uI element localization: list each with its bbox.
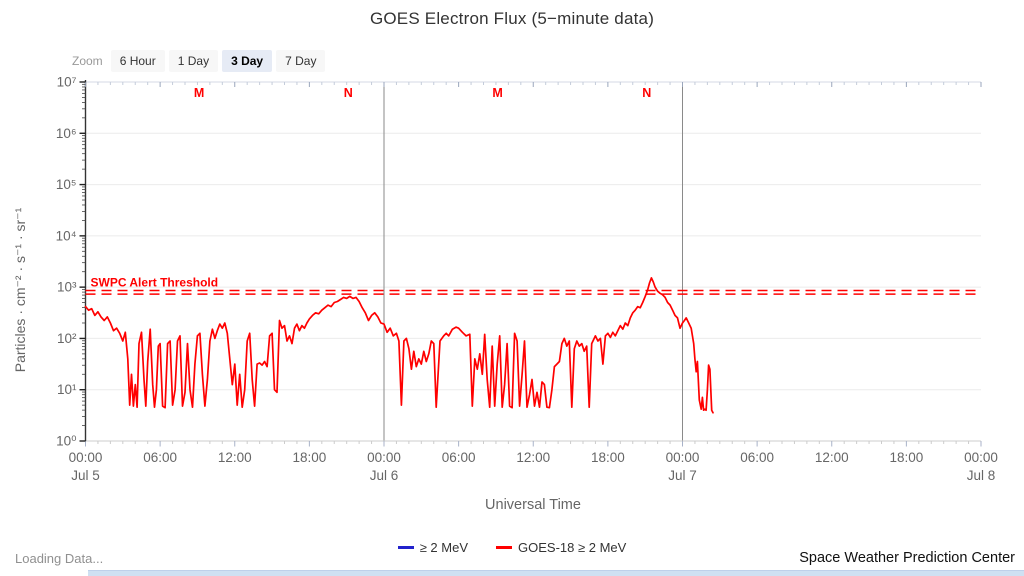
svg-text:10¹: 10¹: [57, 382, 77, 397]
svg-text:M: M: [492, 86, 502, 100]
loading-status: Loading Data...: [15, 551, 104, 566]
svg-text:00:00: 00:00: [367, 450, 401, 465]
svg-text:10⁶: 10⁶: [56, 126, 77, 141]
zoom-button-3day[interactable]: 3 Day: [222, 50, 273, 72]
svg-text:10⁷: 10⁷: [57, 75, 77, 90]
zoom-range-selector: Zoom 6 Hour 1 Day 3 Day 7 Day: [72, 50, 326, 72]
svg-text:10³: 10³: [57, 280, 77, 295]
horizontal-scrollbar[interactable]: [88, 570, 1024, 576]
svg-text:Jul 6: Jul 6: [370, 468, 399, 483]
svg-text:00:00: 00:00: [666, 450, 700, 465]
y-axis-title: Particles · cm⁻² · s⁻¹ · sr⁻¹: [12, 207, 28, 373]
svg-text:N: N: [344, 86, 353, 100]
svg-text:10⁵: 10⁵: [56, 177, 77, 192]
red-line-swatch: [496, 546, 513, 549]
svg-text:10²: 10²: [57, 331, 77, 346]
svg-text:N: N: [642, 86, 651, 100]
legend-item-2mev[interactable]: ≥ 2 MeV: [397, 540, 469, 555]
blue-line-swatch: [397, 546, 414, 549]
svg-text:00:00: 00:00: [69, 450, 103, 465]
svg-text:Jul 5: Jul 5: [71, 468, 100, 483]
chart-legend: ≥ 2 MeV GOES-18 ≥ 2 MeV: [0, 540, 1024, 555]
svg-text:00:00: 00:00: [964, 450, 998, 465]
legend-label: ≥ 2 MeV: [419, 540, 469, 555]
svg-text:06:00: 06:00: [442, 450, 476, 465]
svg-text:Jul 8: Jul 8: [967, 468, 996, 483]
svg-text:18:00: 18:00: [591, 450, 625, 465]
svg-text:M: M: [194, 86, 204, 100]
attribution-text: Space Weather Prediction Center: [799, 550, 1015, 566]
chart-plot-area[interactable]: SWPC Alert Threshold M N M N 00:00 Jul 5 06:00 1…: [0, 0, 1024, 520]
zoom-button-6hour[interactable]: 6 Hour: [110, 50, 165, 72]
legend-item-goes18-2mev[interactable]: GOES-18 ≥ 2 MeV: [496, 540, 626, 555]
svg-text:18:00: 18:00: [889, 450, 923, 465]
svg-text:SWPC Alert Threshold: SWPC Alert Threshold: [91, 275, 219, 289]
svg-text:18:00: 18:00: [292, 450, 326, 465]
x-axis-title: Universal Time: [485, 497, 581, 513]
svg-text:12:00: 12:00: [218, 450, 252, 465]
svg-text:12:00: 12:00: [516, 450, 550, 465]
legend-label: GOES-18 ≥ 2 MeV: [518, 540, 627, 555]
svg-text:06:00: 06:00: [143, 450, 177, 465]
svg-text:12:00: 12:00: [815, 450, 849, 465]
zoom-button-7day[interactable]: 7 Day: [276, 50, 326, 72]
chart-title: GOES Electron Flux (5−minute data): [369, 9, 655, 28]
svg-text:10⁰: 10⁰: [56, 434, 76, 449]
zoom-label: Zoom: [72, 54, 103, 68]
svg-text:Jul 7: Jul 7: [668, 468, 697, 483]
zoom-button-1day[interactable]: 1 Day: [168, 50, 219, 72]
svg-text:10⁴: 10⁴: [56, 228, 77, 243]
svg-text:06:00: 06:00: [740, 450, 774, 465]
